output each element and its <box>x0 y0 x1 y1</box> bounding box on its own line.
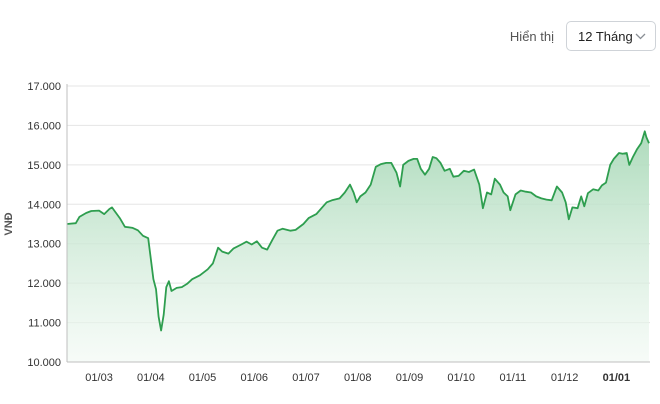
display-label: Hiển thị <box>509 28 554 44</box>
y-tick-label: 11.000 <box>28 318 61 330</box>
series-area <box>67 131 649 362</box>
y-tick-label: 12.000 <box>27 278 61 290</box>
x-tick-label: 01/06 <box>240 372 268 384</box>
price-chart: 10.000 11.000 12.000 13.000 14.000 15.000 16.0… <box>3 81 650 384</box>
y-axis-ticks: 10.000 11.000 12.000 13.000 14.000 15.000 16.0… <box>27 81 61 369</box>
x-tick-label: 01/08 <box>344 372 372 384</box>
y-tick-label: 13.000 <box>27 239 61 251</box>
x-tick-label: 01/12 <box>551 372 579 384</box>
x-tick-label: 01/03 <box>85 372 113 384</box>
x-axis-ticks: 01/03 01/04 01/05 01/06 01/07 01/08 01/09 01/10… <box>85 372 630 384</box>
y-tick-label: 14.000 <box>27 199 61 211</box>
x-tick-label: 01/10 <box>447 372 475 384</box>
y-axis-label: VNĐ <box>3 212 15 235</box>
x-tick-label: 01/05 <box>189 372 217 384</box>
area-layer <box>66 130 650 362</box>
axes <box>66 84 650 363</box>
y-tick-label: 16.000 <box>27 120 61 132</box>
y-tick-label: 15.000 <box>27 160 61 172</box>
x-tick-label: 01/01 <box>603 372 631 384</box>
x-tick-label: 01/04 <box>137 372 165 384</box>
x-tick-label: 01/07 <box>292 372 320 384</box>
chevron-down-icon <box>635 33 646 40</box>
y-tick-label: 17.000 <box>27 81 61 93</box>
period-select-value: 12 Tháng <box>578 28 633 44</box>
series-line <box>66 130 650 332</box>
x-tick-label: 01/11 <box>500 372 527 384</box>
y-tick-label: 10.000 <box>27 357 61 369</box>
period-select[interactable]: 12 Tháng <box>566 21 656 51</box>
x-tick-label: 01/09 <box>396 372 424 384</box>
chart-toolbar: Hiển thị 12 Tháng <box>510 20 656 52</box>
